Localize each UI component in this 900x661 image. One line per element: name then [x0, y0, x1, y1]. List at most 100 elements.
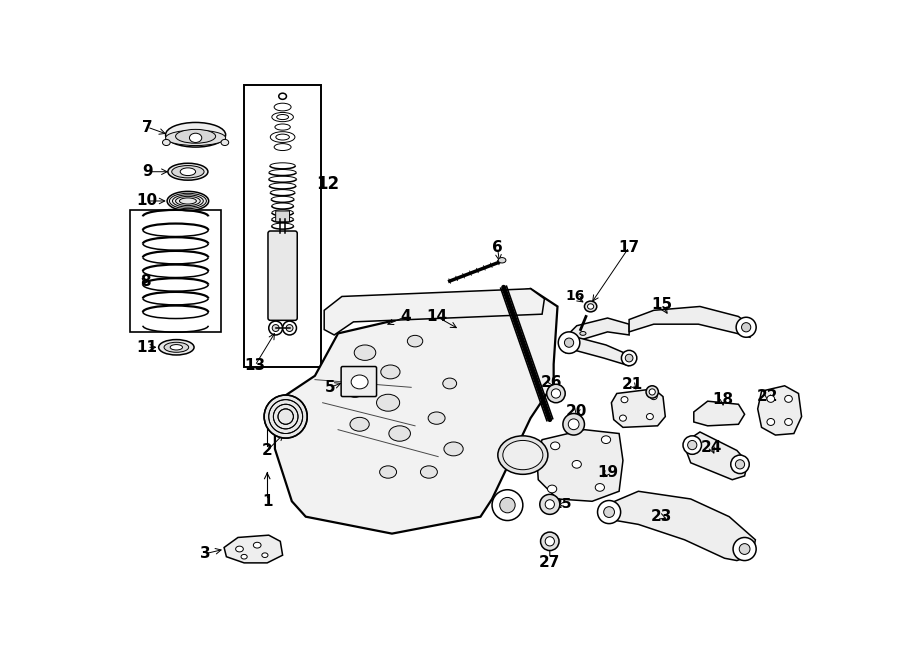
- Ellipse shape: [767, 418, 775, 426]
- FancyBboxPatch shape: [275, 211, 290, 222]
- Text: 11: 11: [137, 340, 157, 355]
- Ellipse shape: [785, 418, 792, 426]
- Text: 6: 6: [492, 240, 503, 254]
- Ellipse shape: [408, 335, 423, 347]
- Text: 12: 12: [316, 175, 338, 193]
- Polygon shape: [629, 307, 752, 337]
- Ellipse shape: [166, 122, 226, 147]
- Ellipse shape: [180, 168, 195, 176]
- Ellipse shape: [619, 415, 626, 421]
- Circle shape: [545, 500, 554, 509]
- Ellipse shape: [376, 394, 400, 411]
- Ellipse shape: [350, 417, 369, 431]
- Ellipse shape: [279, 93, 286, 99]
- Text: 24: 24: [701, 440, 722, 455]
- Bar: [130, 210, 221, 332]
- Circle shape: [626, 354, 633, 362]
- Ellipse shape: [170, 344, 183, 350]
- Ellipse shape: [167, 191, 209, 211]
- Ellipse shape: [241, 555, 248, 559]
- Ellipse shape: [164, 342, 189, 352]
- Ellipse shape: [420, 466, 437, 478]
- Ellipse shape: [172, 165, 204, 178]
- Circle shape: [545, 537, 554, 546]
- Ellipse shape: [286, 325, 293, 332]
- Ellipse shape: [272, 112, 293, 122]
- Ellipse shape: [428, 412, 446, 424]
- Text: 18: 18: [713, 392, 734, 407]
- Ellipse shape: [785, 395, 792, 403]
- Ellipse shape: [346, 385, 364, 397]
- Ellipse shape: [274, 124, 291, 130]
- Circle shape: [568, 419, 579, 430]
- Circle shape: [552, 389, 561, 398]
- Ellipse shape: [168, 163, 208, 180]
- Text: 16: 16: [565, 290, 585, 303]
- Bar: [244, 85, 321, 367]
- Ellipse shape: [595, 484, 605, 491]
- Circle shape: [492, 490, 523, 520]
- Text: 1: 1: [262, 494, 273, 509]
- Circle shape: [540, 494, 560, 514]
- Text: 26: 26: [541, 375, 562, 390]
- Ellipse shape: [189, 134, 202, 143]
- Ellipse shape: [351, 375, 368, 389]
- Circle shape: [731, 455, 749, 473]
- Polygon shape: [608, 491, 755, 561]
- Circle shape: [734, 537, 756, 561]
- Ellipse shape: [163, 139, 170, 145]
- Ellipse shape: [221, 139, 229, 145]
- Circle shape: [604, 507, 615, 518]
- Ellipse shape: [176, 130, 216, 143]
- Polygon shape: [536, 430, 623, 501]
- Polygon shape: [324, 289, 544, 335]
- Ellipse shape: [283, 321, 296, 335]
- Ellipse shape: [254, 542, 261, 548]
- Ellipse shape: [274, 103, 291, 111]
- Text: 9: 9: [142, 164, 152, 179]
- Ellipse shape: [572, 461, 581, 468]
- Ellipse shape: [499, 258, 506, 263]
- Circle shape: [500, 498, 515, 513]
- Circle shape: [735, 459, 744, 469]
- Text: 3: 3: [201, 546, 211, 561]
- Circle shape: [264, 395, 307, 438]
- Ellipse shape: [274, 143, 291, 151]
- Ellipse shape: [275, 134, 290, 140]
- Ellipse shape: [270, 132, 295, 143]
- Circle shape: [598, 500, 621, 524]
- FancyBboxPatch shape: [341, 367, 376, 397]
- Circle shape: [621, 350, 637, 366]
- Circle shape: [564, 338, 573, 347]
- Ellipse shape: [767, 395, 775, 403]
- Circle shape: [742, 323, 751, 332]
- Circle shape: [736, 317, 756, 337]
- Text: 15: 15: [651, 297, 672, 311]
- Ellipse shape: [443, 378, 456, 389]
- Polygon shape: [686, 432, 748, 480]
- Text: 13: 13: [244, 358, 266, 373]
- Ellipse shape: [272, 325, 279, 332]
- Text: 4: 4: [400, 309, 411, 324]
- Ellipse shape: [551, 442, 560, 449]
- Ellipse shape: [498, 436, 548, 475]
- Circle shape: [546, 384, 565, 403]
- Text: 10: 10: [137, 194, 157, 208]
- Ellipse shape: [355, 345, 376, 360]
- Text: 27: 27: [539, 555, 561, 570]
- Text: 5: 5: [325, 380, 336, 395]
- FancyBboxPatch shape: [268, 231, 297, 321]
- Ellipse shape: [547, 485, 557, 493]
- Ellipse shape: [588, 304, 594, 309]
- Text: 21: 21: [622, 377, 643, 392]
- Ellipse shape: [166, 130, 226, 145]
- Ellipse shape: [601, 436, 610, 444]
- Ellipse shape: [621, 397, 628, 403]
- Text: 22: 22: [757, 389, 778, 404]
- Circle shape: [649, 389, 655, 395]
- Text: 25: 25: [554, 497, 572, 512]
- Ellipse shape: [380, 466, 397, 478]
- Ellipse shape: [651, 393, 657, 400]
- Polygon shape: [565, 337, 629, 366]
- Polygon shape: [611, 389, 665, 428]
